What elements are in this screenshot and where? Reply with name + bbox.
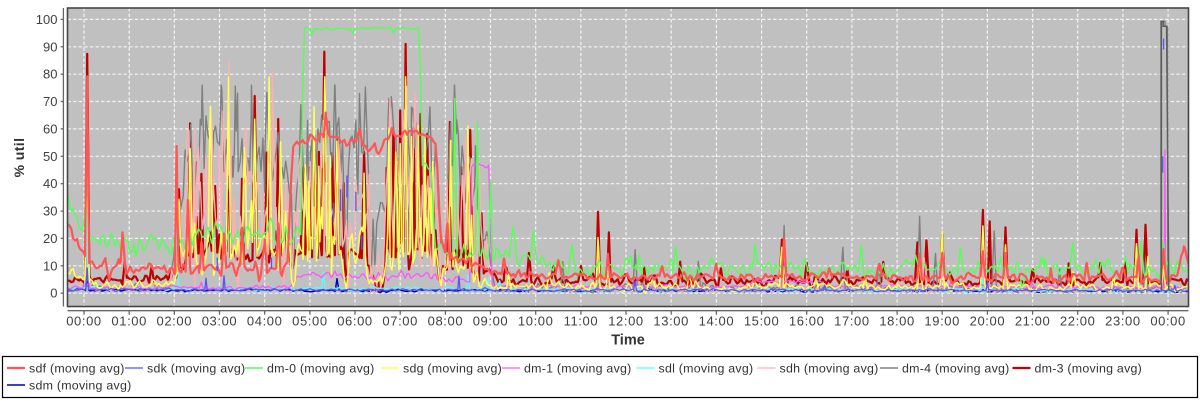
svg-text:04:00: 04:00 [247,313,283,328]
svg-text:% util: % util [11,138,27,178]
svg-text:90: 90 [43,39,57,54]
svg-text:60: 60 [43,121,57,136]
svg-text:sdh (moving avg): sdh (moving avg) [780,362,879,376]
svg-text:16:00: 16:00 [789,313,825,328]
svg-text:06:00: 06:00 [337,313,373,328]
svg-text:19:00: 19:00 [924,313,960,328]
svg-text:sdg (moving avg): sdg (moving avg) [403,362,502,376]
svg-text:22:00: 22:00 [1060,313,1096,328]
svg-text:09:00: 09:00 [473,313,509,328]
svg-text:07:00: 07:00 [382,313,418,328]
svg-text:dm-4 (moving avg): dm-4 (moving avg) [902,362,1010,376]
svg-text:30: 30 [43,204,57,219]
svg-text:70: 70 [43,94,57,109]
svg-text:sdk (moving avg): sdk (moving avg) [147,362,245,376]
svg-text:05:00: 05:00 [292,313,328,328]
svg-text:01:00: 01:00 [111,313,147,328]
svg-text:10:00: 10:00 [518,313,554,328]
svg-text:20: 20 [43,231,57,246]
svg-text:15:00: 15:00 [744,313,780,328]
svg-text:dm-0 (moving avg): dm-0 (moving avg) [267,362,375,376]
svg-text:sdm (moving avg): sdm (moving avg) [29,379,131,393]
svg-text:dm-3 (moving avg): dm-3 (moving avg) [1035,362,1143,376]
svg-text:40: 40 [43,176,57,191]
svg-text:0: 0 [50,286,57,301]
svg-text:17:00: 17:00 [834,313,870,328]
svg-text:dm-1 (moving avg): dm-1 (moving avg) [524,362,632,376]
svg-text:14:00: 14:00 [699,313,735,328]
svg-text:23:00: 23:00 [1105,313,1141,328]
svg-text:80: 80 [43,67,57,82]
svg-text:02:00: 02:00 [157,313,193,328]
svg-text:18:00: 18:00 [879,313,915,328]
svg-text:21:00: 21:00 [1015,313,1051,328]
svg-text:sdf (moving avg): sdf (moving avg) [29,362,125,376]
svg-text:08:00: 08:00 [428,313,464,328]
svg-text:100: 100 [36,12,58,27]
svg-text:11:00: 11:00 [564,313,599,328]
svg-text:12:00: 12:00 [608,313,644,328]
svg-text:sdl (moving avg): sdl (moving avg) [659,362,754,376]
svg-text:13:00: 13:00 [653,313,689,328]
svg-text:10: 10 [43,258,57,273]
svg-text:50: 50 [43,149,57,164]
svg-text:Time: Time [611,332,645,348]
svg-text:03:00: 03:00 [202,313,238,328]
svg-text:20:00: 20:00 [970,313,1006,328]
svg-text:00:00: 00:00 [66,313,102,328]
svg-text:00:00: 00:00 [1150,313,1186,328]
